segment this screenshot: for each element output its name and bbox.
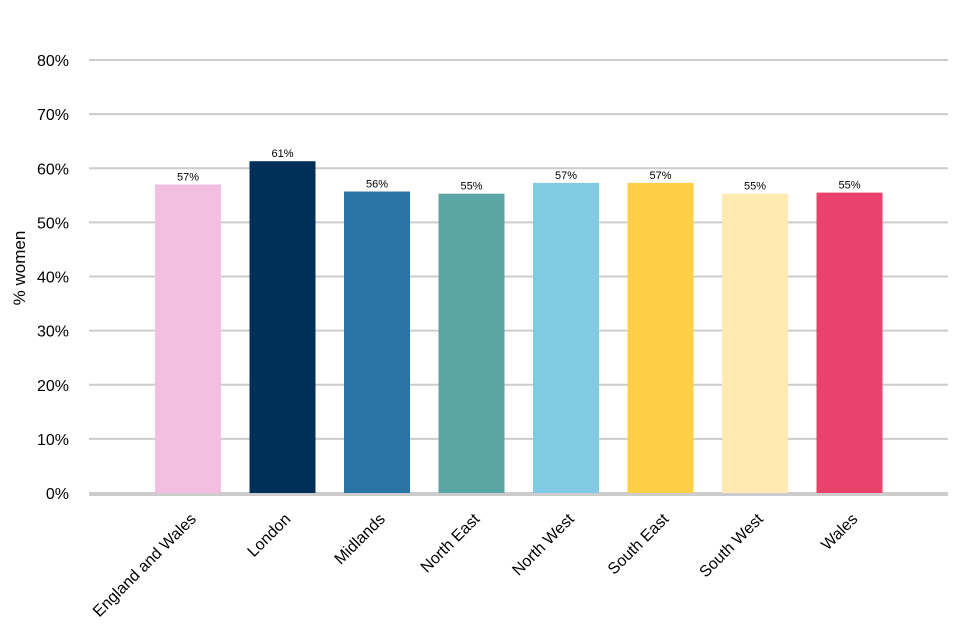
bar — [627, 182, 694, 493]
bar-data-label: 57% — [177, 171, 199, 183]
y-tick-label: 80% — [37, 53, 69, 70]
gridlines — [89, 59, 948, 496]
y-tick-label: 0% — [46, 486, 69, 503]
bar-data-label: 55% — [460, 181, 482, 193]
y-tick-label: 30% — [37, 324, 69, 341]
bar-data-label: 55% — [838, 180, 860, 192]
y-tick-label: 60% — [37, 161, 69, 178]
x-category-label: South West — [697, 510, 768, 581]
data-labels: 57% 61% 56% 55% 57% 57% 55% 55% — [177, 148, 861, 192]
bar — [722, 193, 788, 493]
bar-data-label: 55% — [744, 181, 766, 193]
x-axis-categories: England and Wales London Midlands North Eas… — [90, 510, 861, 620]
bars — [155, 161, 883, 494]
bar-data-label: 61% — [271, 148, 293, 160]
x-category-label: England and Wales — [90, 511, 200, 621]
y-tick-label: 10% — [37, 432, 69, 449]
x-category-label: Wales — [818, 511, 861, 554]
x-category-label: South East — [605, 510, 673, 578]
bar-data-label: 57% — [555, 170, 577, 182]
bar-data-label: 56% — [366, 179, 388, 191]
bar — [249, 161, 316, 493]
y-tick-label: 20% — [37, 378, 69, 395]
bar-data-label: 57% — [649, 170, 671, 182]
y-tick-label: 50% — [37, 215, 69, 232]
y-tick-label: 40% — [37, 270, 69, 287]
y-tick-label: 70% — [37, 107, 69, 124]
bar — [816, 192, 883, 493]
x-category-label: North East — [418, 510, 484, 576]
y-axis-ticks: 0% 10% 20% 30% 40% 50% 60% 70% 80% — [37, 53, 69, 503]
bar — [344, 191, 410, 493]
bar — [155, 184, 221, 494]
x-category-label: London — [245, 511, 295, 561]
x-category-label: North West — [509, 510, 578, 579]
y-axis-title: % women — [10, 231, 29, 306]
bar — [533, 182, 599, 493]
x-category-label: Midlands — [332, 511, 389, 568]
bar — [438, 193, 505, 493]
